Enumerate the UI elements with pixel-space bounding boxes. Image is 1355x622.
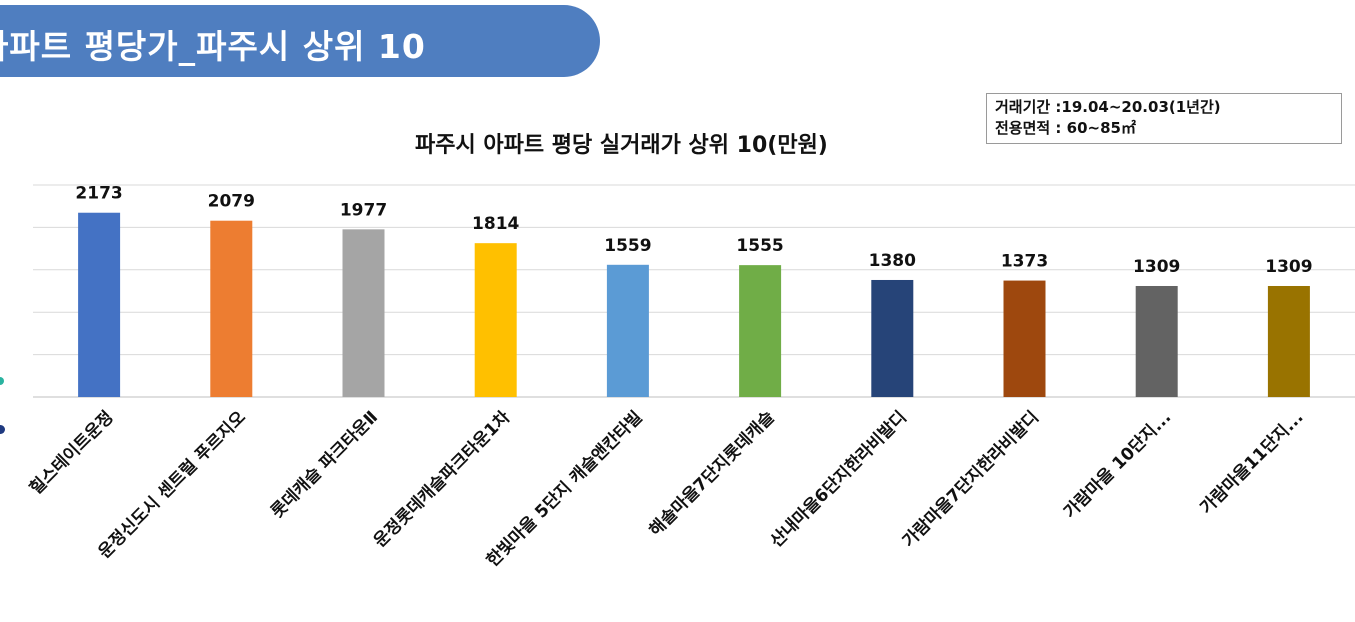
category-label: 가람마을 10단지... xyxy=(1059,407,1175,523)
info-area: 전용면적 : 60~85㎡ xyxy=(995,119,1136,137)
bar xyxy=(210,220,253,397)
data-label: 1559 xyxy=(604,236,651,256)
data-label: 2079 xyxy=(208,192,255,212)
info-box: 거래기간 :19.04~20.03(1년간) 전용면적 : 60~85㎡ xyxy=(986,93,1342,144)
category-label: 산내마을6단지한라비발디 xyxy=(767,407,911,551)
data-label: 1380 xyxy=(869,251,916,271)
decorative-dot xyxy=(0,377,4,385)
data-label: 1309 xyxy=(1133,257,1180,277)
bar xyxy=(739,265,782,397)
bar xyxy=(78,212,121,397)
category-label: 힐스테이트운정 xyxy=(25,407,117,499)
data-label: 1373 xyxy=(1001,252,1048,272)
data-label: 1555 xyxy=(736,236,783,256)
data-label: 1977 xyxy=(340,200,387,220)
page-title: 아파트 평당가_파주시 상위 10 xyxy=(0,27,426,66)
category-label: 가람마을7단지한라비발디 xyxy=(898,407,1043,552)
bar xyxy=(1003,280,1046,397)
data-label: 1814 xyxy=(472,214,519,234)
bar xyxy=(1267,285,1310,397)
chart-title: 파주시 아파트 평당 실거래가 상위 10(만원) xyxy=(415,133,828,158)
data-label: 1309 xyxy=(1265,257,1312,277)
bar xyxy=(606,264,649,397)
bar xyxy=(342,229,385,397)
category-label: 운정신도시 센트럴 푸르지오 xyxy=(95,407,250,562)
info-period: 거래기간 :19.04~20.03(1년간) xyxy=(995,98,1221,116)
category-label: 가람마을11단지... xyxy=(1196,407,1308,519)
category-label: 운정롯데캐슬파크타운1차 xyxy=(370,407,514,551)
category-label: 롯데캐슬 파크타운Ⅱ xyxy=(267,407,382,522)
data-label: 2173 xyxy=(75,184,122,204)
bar xyxy=(474,243,517,397)
category-label: 해솔마을7단지롯데캐슬 xyxy=(646,407,779,540)
bar xyxy=(871,279,914,397)
category-label: 한빛마을 5단지 캐슬앤칸타빌 xyxy=(483,407,647,571)
title-banner: 아파트 평당가_파주시 상위 10 xyxy=(0,5,600,77)
bar xyxy=(1135,285,1178,397)
decorative-dot xyxy=(0,425,5,434)
